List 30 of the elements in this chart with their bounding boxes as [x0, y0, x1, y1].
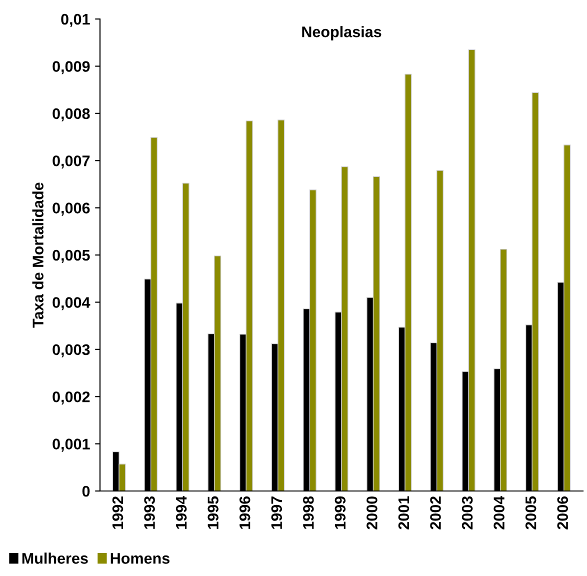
y-tick-label: 0,004 — [52, 297, 90, 310]
legend-label: Mulheres — [22, 552, 88, 564]
x-tick-label: 1997 — [271, 496, 282, 529]
y-axis-title: Taxa de Mortalidade — [32, 182, 44, 328]
x-tick-label: 1998 — [303, 496, 314, 529]
legend-label: Homens — [110, 553, 170, 564]
y-tick-label: 0,003 — [52, 344, 90, 358]
y-tick-label: 0,002 — [52, 391, 90, 404]
y-tick-label: 0,005 — [52, 250, 90, 263]
y-tick-label: 0,009 — [52, 61, 90, 74]
x-tick-label: 1993 — [144, 496, 155, 529]
x-tick-label: 2003 — [462, 496, 473, 530]
chart-title: Neoplasias — [302, 26, 382, 40]
x-tick-label: 2000 — [366, 496, 378, 530]
x-tick-label: 2006 — [557, 496, 568, 530]
x-tick-label: 2005 — [525, 496, 536, 530]
x-tick-label: 2002 — [430, 496, 441, 530]
y-tick-label: 0,001 — [52, 438, 90, 452]
y-tick-label: 0,01 — [61, 14, 90, 27]
x-tick-label: 1992 — [112, 496, 124, 529]
y-tick-label: 0,006 — [52, 202, 90, 216]
x-tick-label: 2001 — [398, 496, 410, 530]
y-tick-label: 0,007 — [52, 155, 90, 168]
y-tick-label: 0,008 — [52, 108, 90, 122]
x-tick-label: 1996 — [239, 496, 250, 529]
y-tick-label: 0 — [82, 486, 90, 497]
x-tick-label: 1995 — [208, 496, 218, 529]
x-tick-label: 2004 — [494, 496, 504, 530]
x-tick-label: 1999 — [334, 496, 346, 529]
x-tick-label: 1994 — [176, 496, 187, 529]
